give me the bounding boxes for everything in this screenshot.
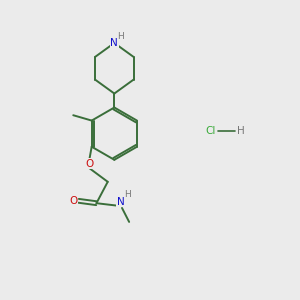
Text: H: H xyxy=(124,190,131,199)
Text: H: H xyxy=(237,126,244,136)
Text: N: N xyxy=(110,38,118,48)
Text: N: N xyxy=(117,197,124,207)
Text: O: O xyxy=(85,159,93,169)
Text: O: O xyxy=(70,196,78,206)
Text: H: H xyxy=(118,32,124,41)
Text: Cl: Cl xyxy=(206,126,216,136)
